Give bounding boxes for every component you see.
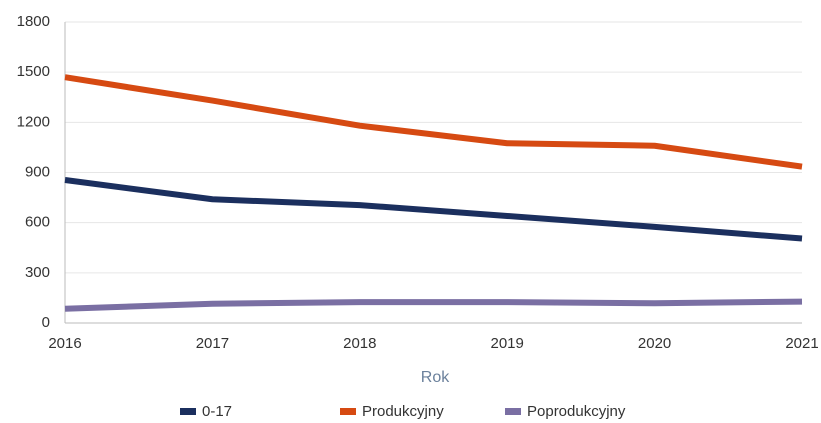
series-line [64, 74, 803, 170]
x-tick-label: 2018 [343, 335, 376, 352]
series-line [64, 298, 803, 312]
x-tick-label: 2020 [638, 335, 671, 352]
y-tick-label: 0 [42, 314, 50, 331]
y-tick-label: 900 [25, 163, 50, 180]
legend-swatch [340, 408, 356, 415]
x-axis-label: Rok [421, 369, 450, 386]
legend-label: 0-17 [202, 403, 232, 420]
legend-label: Poprodukcyjny [527, 403, 626, 420]
y-tick-label: 1800 [17, 13, 50, 30]
x-tick-label: 2021 [785, 335, 818, 352]
y-tick-label: 1500 [17, 63, 50, 80]
y-tick-label: 1200 [17, 113, 50, 130]
y-tick-label: 600 [25, 214, 50, 231]
legend-label: Produkcyjny [362, 403, 444, 420]
x-tick-label: 2019 [491, 335, 524, 352]
y-tick-label: 300 [25, 264, 50, 281]
x-tick-label: 2016 [48, 335, 81, 352]
legend-swatch [505, 408, 521, 415]
series-line [64, 177, 803, 242]
legend-swatch [180, 408, 196, 415]
x-tick-label: 2017 [196, 335, 229, 352]
